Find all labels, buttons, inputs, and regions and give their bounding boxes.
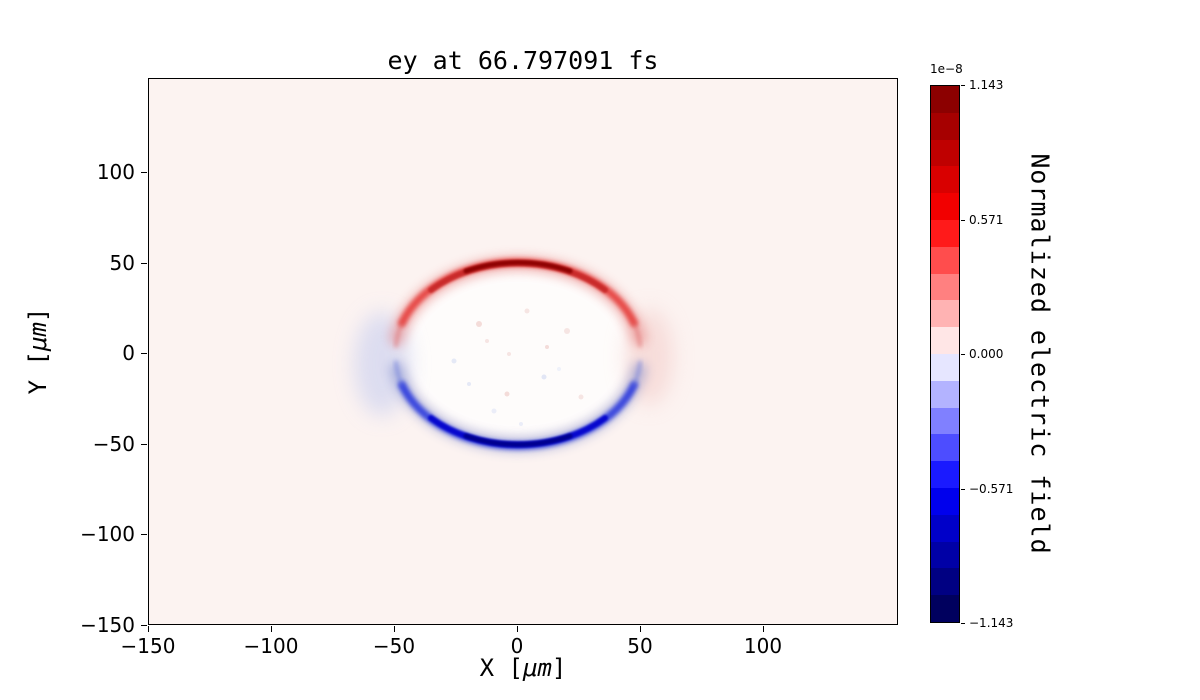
y-tick-mark xyxy=(141,444,147,445)
x-tick-mark xyxy=(763,626,764,632)
colorbar-tick-mark xyxy=(961,623,965,624)
colorbar-tick-mark xyxy=(961,354,965,355)
colorbar-tick-label: 0.000 xyxy=(969,347,1004,361)
colorbar-gradient xyxy=(931,86,959,622)
y-tick-mark xyxy=(141,353,147,354)
x-tick-label: 50 xyxy=(627,634,653,658)
noise-speckles xyxy=(451,308,584,426)
colorbar-tick-label: −1.143 xyxy=(969,616,1014,630)
colorbar-tick-mark xyxy=(961,489,965,490)
positive-arc xyxy=(389,255,647,348)
x-tick-label: 100 xyxy=(743,634,783,658)
y-axis-label-post: ] xyxy=(24,307,52,323)
colorbar xyxy=(930,85,960,623)
x-axis-label-pre: X [ xyxy=(479,654,523,682)
colorbar-tick-label: 0.571 xyxy=(969,213,1004,227)
x-tick-mark xyxy=(517,626,518,632)
colorbar-label: Normalized electric field xyxy=(1025,153,1055,555)
ring-interior xyxy=(406,272,630,436)
y-tick-label: −100 xyxy=(80,522,135,546)
field-heatmap xyxy=(354,255,673,453)
x-tick-mark xyxy=(271,626,272,632)
colorbar-offset-text: 1e−8 xyxy=(930,62,963,76)
y-axis-label: Y [μm] xyxy=(24,308,52,395)
x-tick-mark xyxy=(640,626,641,632)
y-tick-label: −50 xyxy=(92,432,135,456)
x-axis-label-post: ] xyxy=(551,654,567,682)
colorbar-tick-label: −0.571 xyxy=(969,482,1014,496)
y-tick-mark xyxy=(141,534,147,535)
x-tick-mark xyxy=(148,626,149,632)
y-tick-label: 50 xyxy=(109,251,135,275)
negative-arc xyxy=(389,360,647,453)
y-axis-label-unit: μm xyxy=(24,322,52,351)
y-axis-label-pre: Y [ xyxy=(24,351,52,395)
x-tick-label: −100 xyxy=(243,634,299,658)
y-tick-mark xyxy=(141,172,147,173)
x-axis-label-unit: μm xyxy=(523,654,552,682)
colorbar-tick-mark xyxy=(961,85,965,86)
x-tick-label: −50 xyxy=(372,634,416,658)
x-tick-label: −150 xyxy=(120,634,176,658)
colorbar-tick-mark xyxy=(961,220,965,221)
y-tick-mark xyxy=(141,625,147,626)
y-tick-label: 100 xyxy=(96,160,135,184)
x-tick-mark xyxy=(394,626,395,632)
y-tick-label: 0 xyxy=(122,341,135,365)
colorbar-tick-label: 1.143 xyxy=(969,78,1004,92)
y-tick-label: −150 xyxy=(80,613,135,637)
plot-title: ey at 66.797091 fs xyxy=(387,46,659,75)
x-axis-label: X [μm] xyxy=(148,654,898,682)
x-tick-label: 0 xyxy=(510,634,524,658)
plot-area xyxy=(148,78,898,625)
y-tick-mark xyxy=(141,263,147,264)
